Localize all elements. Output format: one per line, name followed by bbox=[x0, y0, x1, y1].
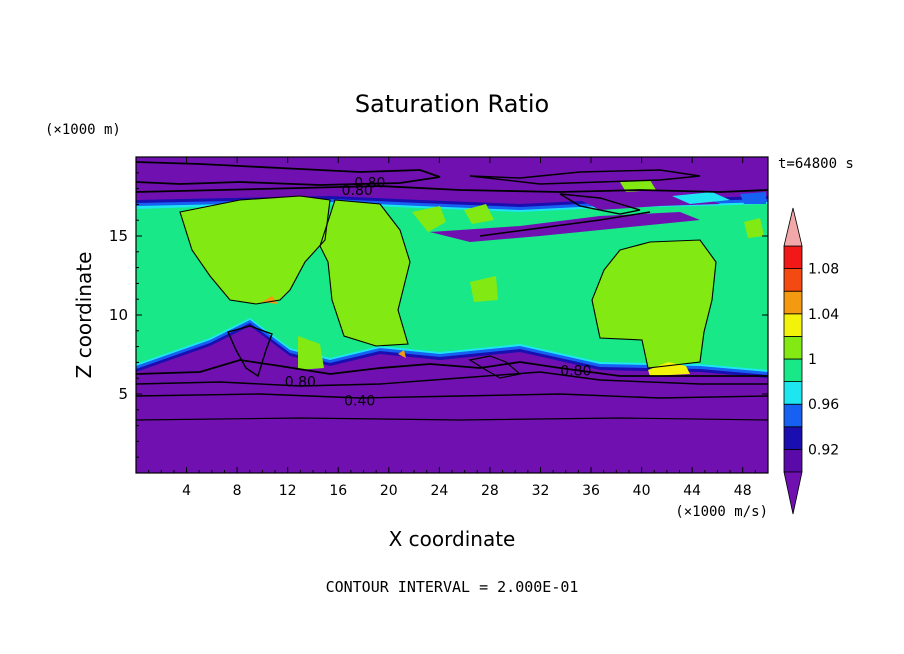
x-tick-label: 28 bbox=[481, 483, 499, 499]
contour-line-inner-dry bbox=[227, 325, 273, 378]
contour-line-saturation-left bbox=[179, 195, 331, 305]
x-tick-label: 8 bbox=[233, 483, 242, 499]
x-axis: 4 8 12 16 20 24 28 32 36 40 44 48 bbox=[148, 157, 756, 499]
x-tick-label: 36 bbox=[582, 483, 600, 499]
upper-moist-streak bbox=[672, 192, 730, 204]
x-tick-label: 40 bbox=[633, 483, 651, 499]
contour-line-top-5 bbox=[479, 211, 651, 237]
contour-label: 0.80 bbox=[354, 175, 385, 191]
colorbar-segment bbox=[783, 245, 803, 270]
supersaturated-patch-3 bbox=[620, 180, 656, 192]
supersaturated-region-small bbox=[298, 336, 324, 370]
contour-labels: 0.800.800.800.800.40 bbox=[285, 175, 592, 409]
upper-moist-streak-2 bbox=[740, 192, 766, 204]
colorbar-label: 0.92 bbox=[808, 442, 839, 458]
contour-line-top-4 bbox=[469, 169, 701, 185]
contour-line-saturation-right bbox=[591, 239, 717, 369]
colorbar-over-triangle bbox=[783, 207, 803, 247]
supersaturated-patch-4 bbox=[470, 276, 498, 302]
time-label: t=64800 s bbox=[778, 156, 854, 172]
colorbar-label: 0.96 bbox=[808, 397, 839, 413]
x-tick-label: 32 bbox=[532, 483, 550, 499]
colorbar-segment bbox=[783, 268, 803, 292]
colorbar-label: 1.08 bbox=[808, 262, 839, 278]
y-axis-label: Z coordinate bbox=[72, 252, 96, 379]
colorbar-segment bbox=[783, 426, 803, 450]
contour-line-top-2 bbox=[136, 185, 768, 193]
supersaturated-region-left bbox=[180, 196, 330, 304]
x-tick-label: 20 bbox=[380, 483, 398, 499]
contour-interval-footer: CONTOUR INTERVAL = 2.000E-01 bbox=[326, 578, 579, 596]
colorbar-segment bbox=[783, 358, 803, 383]
colorbar-label: 1.04 bbox=[808, 307, 839, 323]
contour-label: 0.80 bbox=[285, 374, 316, 390]
contour-label: 0.80 bbox=[342, 183, 373, 199]
x-axis-label: X coordinate bbox=[389, 527, 516, 551]
x-tick-label: 16 bbox=[329, 483, 347, 499]
supersaturated-region-right bbox=[592, 240, 716, 368]
contour-line-0-20 bbox=[136, 417, 768, 421]
supersaturated-patch-2 bbox=[464, 204, 494, 224]
contour-line-top-3 bbox=[559, 193, 641, 215]
colorbar-segment bbox=[783, 313, 803, 337]
contour-label: 0.80 bbox=[560, 363, 591, 379]
x-unit-label: (×1000 m/s) bbox=[675, 504, 768, 520]
colorbar: 0.92 0.96 1 1.04 1.08 bbox=[783, 207, 839, 515]
x-tick-label: 48 bbox=[734, 483, 752, 499]
upper-dry-tongue bbox=[430, 212, 700, 242]
supersaturated-region-center bbox=[320, 200, 410, 346]
x-tick-label: 12 bbox=[279, 483, 297, 499]
contour-line-valley bbox=[468, 355, 522, 379]
contour-line-saturation-center bbox=[319, 199, 411, 347]
contour-label: 0.40 bbox=[344, 393, 375, 409]
high-saturation-patch-right bbox=[648, 362, 690, 376]
y-tick-label: 5 bbox=[118, 385, 128, 403]
x-tick-label: 4 bbox=[182, 483, 191, 499]
y-axis: 5 10 15 bbox=[109, 172, 768, 458]
supersaturated-patch-1 bbox=[412, 206, 446, 232]
colorbar-segment bbox=[783, 448, 803, 473]
high-saturation-patch-center bbox=[398, 350, 406, 358]
y-tick-label: 10 bbox=[109, 306, 128, 324]
y-unit-label: (×1000 m) bbox=[45, 122, 121, 138]
contour-line-0-60-lower bbox=[136, 371, 768, 387]
colorbar-label: 1 bbox=[808, 352, 817, 368]
contour-line-top-1 bbox=[136, 161, 441, 186]
x-tick-label: 44 bbox=[683, 483, 701, 499]
colorbar-segment bbox=[783, 335, 803, 360]
colorbar-segment bbox=[783, 403, 803, 428]
saturation-field: 0.800.800.800.800.40 bbox=[136, 157, 768, 473]
colorbar-segment bbox=[783, 290, 803, 315]
supersaturated-patch-5 bbox=[744, 218, 764, 238]
chart-title: Saturation Ratio bbox=[355, 90, 549, 118]
colorbar-under-triangle bbox=[783, 471, 803, 515]
contour-line-0-40 bbox=[136, 393, 768, 399]
x-tick-label: 24 bbox=[430, 483, 448, 499]
y-tick-label: 15 bbox=[109, 227, 128, 245]
contour-line-0-80-lower bbox=[136, 359, 768, 377]
colorbar-segment bbox=[783, 381, 803, 405]
